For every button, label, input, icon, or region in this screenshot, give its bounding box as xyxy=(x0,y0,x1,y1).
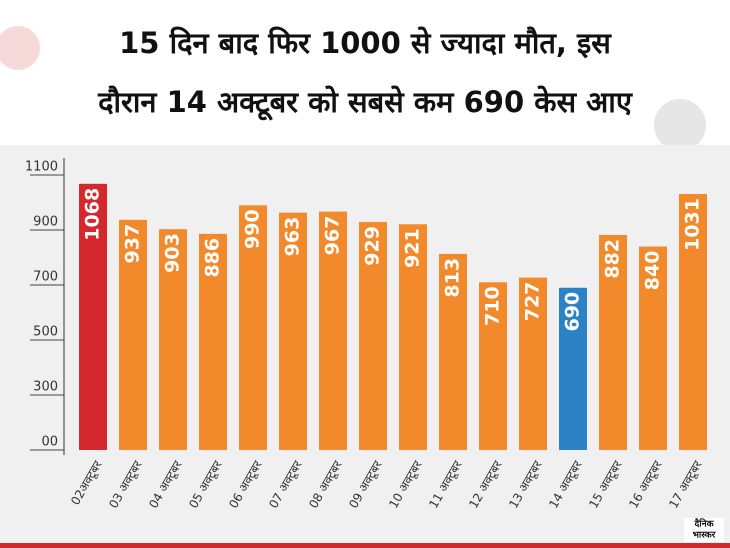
bar xyxy=(439,253,467,450)
bar xyxy=(159,229,187,450)
value-label: 929 xyxy=(362,226,384,266)
chart-title: 15 दिन बाद फिर 1000 से ज्यादा मौत, इस xyxy=(119,26,612,60)
bar xyxy=(319,211,347,450)
bar xyxy=(519,277,547,450)
value-label: 963 xyxy=(282,217,304,257)
value-label: 937 xyxy=(122,224,144,264)
bar xyxy=(679,193,707,451)
value-label: 882 xyxy=(602,239,624,279)
bar xyxy=(239,205,267,450)
value-label: 886 xyxy=(202,238,224,278)
value-label: 1031 xyxy=(682,198,704,251)
y-tick-label: 900 xyxy=(33,215,58,230)
value-label: 690 xyxy=(562,292,584,332)
value-label: 921 xyxy=(402,228,424,268)
bar xyxy=(199,233,227,450)
bar xyxy=(559,287,587,450)
virus-decoration xyxy=(0,26,706,151)
logo: दैनिक xyxy=(693,518,714,530)
bar xyxy=(279,212,307,450)
chart-title: दौरान 14 अक्टूबर को सबसे कम 690 केस आए xyxy=(97,85,633,121)
bar xyxy=(639,246,667,450)
value-label: 727 xyxy=(522,282,544,322)
y-tick-label: 500 xyxy=(33,325,58,340)
value-label: 710 xyxy=(482,286,504,326)
bottom-rule xyxy=(0,543,730,548)
y-tick-label: 300 xyxy=(33,380,58,395)
bar xyxy=(479,282,507,450)
value-label: 903 xyxy=(162,233,184,273)
value-label: 813 xyxy=(442,258,464,298)
y-tick-label: 00 xyxy=(41,435,58,450)
value-label: 967 xyxy=(322,216,344,256)
logo-box xyxy=(684,518,724,542)
value-label: 1068 xyxy=(82,188,104,241)
bar xyxy=(119,219,147,450)
value-label: 990 xyxy=(242,209,264,249)
bar xyxy=(399,224,427,450)
bar xyxy=(359,222,387,450)
logo: भास्कर xyxy=(693,531,716,541)
y-tick-label: 1100 xyxy=(25,160,58,175)
bar xyxy=(599,234,627,450)
bar xyxy=(79,183,107,450)
value-label: 840 xyxy=(642,251,664,291)
y-tick-label: 700 xyxy=(33,270,58,285)
